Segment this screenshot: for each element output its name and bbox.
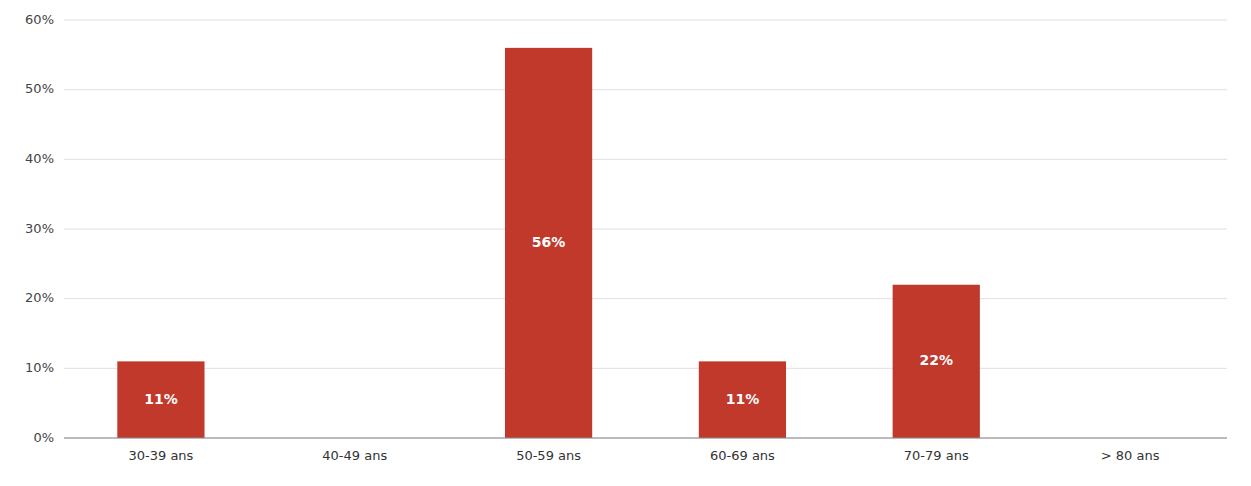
x-tick-label: 40-49 ans: [322, 448, 387, 463]
x-tick-label: > 80 ans: [1101, 448, 1160, 463]
y-tick-label: 30%: [25, 221, 54, 236]
grid: [64, 20, 1227, 438]
grid-line: [64, 229, 1227, 230]
bar: [505, 48, 592, 438]
grid-line: [64, 438, 1227, 439]
bar: [893, 285, 980, 438]
x-tick-label: 50-59 ans: [516, 448, 581, 463]
grid-line: [64, 159, 1227, 160]
y-tick-label: 20%: [25, 290, 54, 305]
x-tick-label: 60-69 ans: [710, 448, 775, 463]
chart-container: 0% 10% 20% 30% 40% 50% 60% 11% 56% 11% 22% 30-39 an…: [0, 0, 1251, 486]
grid-line: [64, 89, 1227, 90]
x-axis: 30-39 ans 40-49 ans 50-59 ans 60-69 ans 70-7…: [64, 438, 1227, 463]
grid-line: [64, 20, 1227, 21]
y-tick-label: 40%: [25, 151, 54, 166]
x-axis-line: [64, 438, 1227, 439]
data-label: 11%: [144, 391, 178, 407]
x-tick-label: 70-79 ans: [904, 448, 969, 463]
data-labels: 11% 56% 11% 22%: [144, 234, 953, 407]
bars: [117, 48, 980, 438]
grid-line: [64, 368, 1227, 369]
data-label: 11%: [726, 391, 760, 407]
y-tick-label: 50%: [25, 81, 54, 96]
data-label: 22%: [919, 352, 953, 368]
bar: [117, 361, 204, 438]
x-tick-label: 30-39 ans: [128, 448, 193, 463]
y-tick-label: 10%: [25, 360, 54, 375]
bar: [699, 361, 786, 438]
y-axis: 0% 10% 20% 30% 40% 50% 60%: [25, 12, 54, 445]
y-tick-label: 60%: [25, 12, 54, 27]
y-tick-label: 0%: [33, 430, 54, 445]
chart: 0% 10% 20% 30% 40% 50% 60% 11% 56% 11% 22% 30-39 an…: [0, 0, 1251, 486]
grid-line: [64, 298, 1227, 299]
data-label: 56%: [532, 234, 566, 250]
